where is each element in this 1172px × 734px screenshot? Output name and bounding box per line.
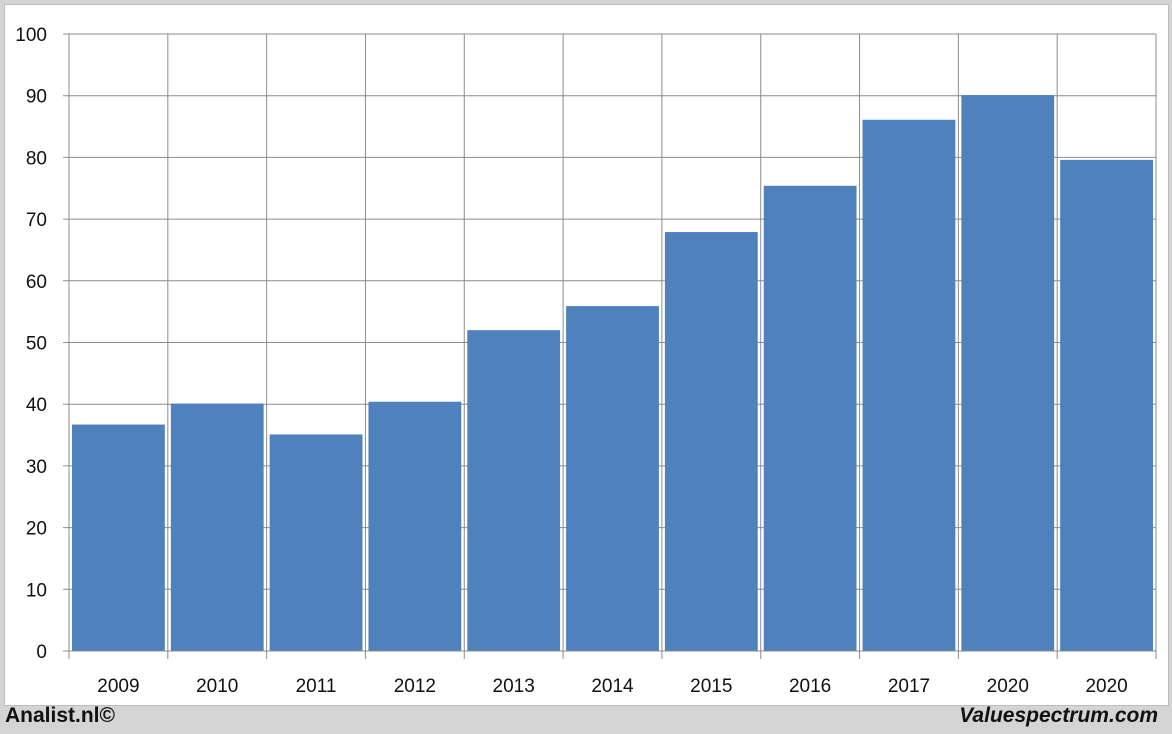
bar-2017 xyxy=(862,119,956,651)
site-credit: Valuespectrum.com xyxy=(959,704,1158,727)
x-tick-label: 2020 xyxy=(987,676,1029,697)
y-tick-label: 30 xyxy=(26,457,47,478)
y-tick-label: 20 xyxy=(26,519,47,540)
x-tick-label: 2016 xyxy=(789,676,831,697)
y-tick-label: 0 xyxy=(36,642,47,663)
y-tick-label: 60 xyxy=(26,272,47,293)
y-tick-label: 70 xyxy=(26,210,47,231)
y-tick-label: 40 xyxy=(26,395,47,416)
bar-2012 xyxy=(368,401,462,651)
bar-2020 xyxy=(1060,159,1153,652)
bar-2016 xyxy=(763,185,857,652)
bar-2013 xyxy=(467,330,561,651)
y-tick-label: 90 xyxy=(26,87,47,108)
bar-2014 xyxy=(566,306,659,651)
x-tick-label: 2017 xyxy=(888,676,930,697)
bar-2020 xyxy=(961,95,1055,651)
x-tick-label: 2012 xyxy=(394,676,436,697)
x-tick-label: 2010 xyxy=(196,676,238,697)
bar-2009 xyxy=(72,424,165,651)
bar-2015 xyxy=(664,232,758,651)
source-credit: Analist.nl© xyxy=(5,704,115,727)
bar-2011 xyxy=(269,434,363,651)
x-tick-label: 2013 xyxy=(493,676,535,697)
x-tick-label: 2011 xyxy=(296,676,337,697)
bar-2010 xyxy=(170,403,264,651)
y-tick-label: 80 xyxy=(26,148,47,169)
x-tick-label: 2014 xyxy=(591,676,634,697)
x-tick-label: 2020 xyxy=(1085,676,1127,697)
y-tick-label: 10 xyxy=(26,580,47,601)
y-tick-label: 50 xyxy=(26,334,47,355)
y-tick-label: 100 xyxy=(15,25,47,46)
x-tick-label: 2009 xyxy=(97,676,139,697)
x-tick-label: 2015 xyxy=(690,676,732,697)
